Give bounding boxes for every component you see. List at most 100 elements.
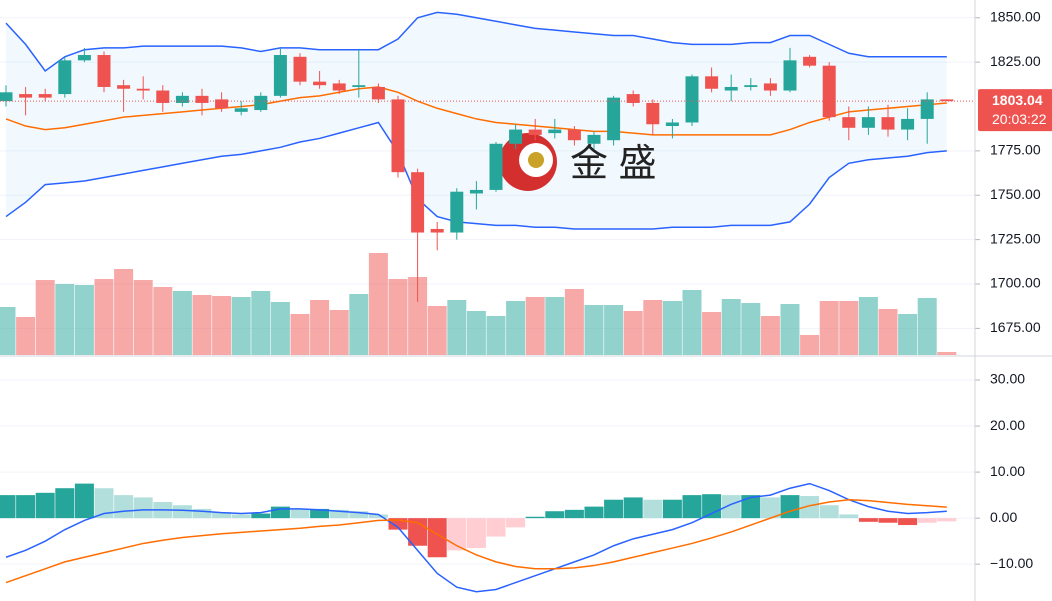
volume-bar (839, 301, 859, 355)
macd-histogram-bar (564, 509, 584, 519)
countdown: 20:03:22 (992, 111, 1047, 127)
candle-body (665, 122, 679, 127)
volume-bar (349, 294, 369, 355)
macd-histogram-bar (114, 495, 134, 519)
y-tick-label: 0.00 (990, 509, 1017, 525)
volume-bar (408, 277, 428, 355)
volume-bar (858, 297, 878, 355)
candle-body (352, 85, 366, 87)
candle-body (293, 56, 307, 82)
candle-body (803, 56, 817, 66)
y-tick-label: 1775.00 (990, 142, 1041, 158)
macd-histogram-bar (858, 518, 878, 522)
volume-bar (94, 279, 114, 355)
volume-bar (172, 291, 192, 355)
candle-body (391, 99, 405, 173)
macd-histogram-bar (506, 518, 526, 528)
macd-histogram-bar (310, 508, 330, 519)
volume-bar (878, 309, 898, 355)
bollinger-upper (5, 11, 947, 73)
volume-bar (368, 253, 388, 355)
candle-body (548, 129, 562, 134)
candle-body (744, 85, 758, 87)
volume-bar (251, 291, 271, 355)
candle-body (842, 117, 856, 128)
macd-histogram-bar (94, 488, 114, 519)
candle-body (901, 118, 915, 130)
y-tick-label: 30.00 (990, 371, 1025, 387)
price-label: 1803.04 (992, 92, 1043, 108)
y-tick-label: 10.00 (990, 463, 1025, 479)
macd-histogram-bar (16, 495, 36, 519)
candle-body (528, 129, 542, 135)
volume-bar (702, 312, 722, 355)
volume-bar (486, 316, 506, 355)
macd-histogram-bar (937, 518, 957, 522)
y-tick-label: −10.00 (990, 555, 1033, 571)
watermark: 金 盛 (570, 143, 657, 185)
volume-bar (819, 301, 839, 355)
volume-bar (212, 296, 232, 355)
macd-histogram-bar (368, 514, 388, 519)
volume-bar (780, 304, 800, 355)
candle-body (607, 97, 621, 141)
candle-body (117, 85, 131, 89)
volume-bar (290, 314, 310, 355)
macd-histogram-bar (780, 495, 800, 519)
macd-histogram-bar (486, 518, 506, 537)
macd-histogram-bar (192, 508, 212, 519)
y-tick-label: 1850.00 (990, 8, 1041, 24)
macd-histogram-bar (133, 497, 153, 519)
candle-body (195, 95, 209, 103)
candle-body (705, 76, 719, 89)
bollinger-middle (5, 86, 947, 136)
candle-body (587, 134, 601, 144)
volume-bar (564, 289, 584, 355)
macd-histogram-bar (760, 497, 780, 519)
volume-bar (310, 300, 330, 355)
macd-histogram-bar (231, 514, 251, 519)
y-tick-label: 1725.00 (990, 230, 1041, 246)
macd-histogram-bar (0, 495, 16, 519)
candle-body (626, 94, 640, 103)
volume-bar (329, 310, 349, 355)
candle-body (763, 83, 777, 91)
candle-body (783, 60, 797, 91)
macd-histogram-bar (604, 499, 624, 519)
macd-histogram-bar (270, 506, 290, 519)
candle-body (567, 129, 581, 141)
candle-body (685, 76, 699, 123)
candle-body (371, 86, 385, 100)
macd-histogram-bar (662, 499, 682, 519)
macd-histogram-bar (329, 509, 349, 519)
y-tick-label: 1750.00 (990, 186, 1041, 202)
candle-body (861, 117, 875, 128)
macd-line (5, 482, 947, 593)
volume-bar (231, 297, 251, 355)
logo-dot (528, 152, 544, 168)
volume-bar (74, 285, 94, 355)
candle-body (450, 191, 464, 233)
macd-histogram-bar (55, 488, 75, 519)
volume-bar (662, 301, 682, 355)
band-fill (6, 12, 947, 229)
macd-histogram-bar (172, 505, 192, 519)
volume-bar (760, 316, 780, 355)
candle-body (822, 65, 836, 118)
macd-histogram-bar (251, 513, 271, 519)
macd-histogram-bar (466, 518, 486, 549)
macd-histogram-bar (349, 511, 369, 519)
candle-body (0, 92, 13, 102)
candle-body (156, 90, 170, 103)
macd-histogram-bar (545, 511, 565, 519)
macd-histogram-bar (898, 518, 918, 526)
volume-bar (800, 335, 820, 355)
macd-histogram-bar (74, 483, 94, 519)
macd-histogram-bar (212, 512, 232, 519)
volume-bar (525, 297, 545, 355)
volume-bar (917, 298, 937, 355)
candle-body (646, 102, 660, 125)
candle-body (411, 172, 425, 233)
macd-histogram-bar (525, 516, 545, 519)
